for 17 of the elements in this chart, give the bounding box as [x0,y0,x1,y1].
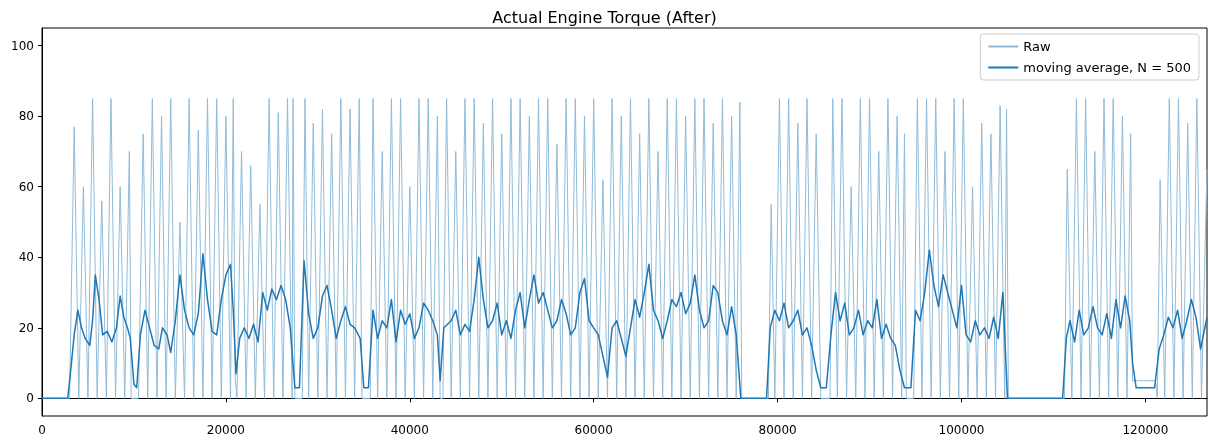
y-tick-label: 80 [18,109,34,124]
legend-label: Raw [1023,39,1051,54]
x-tick-label: 80000 [758,423,797,437]
y-tick-label: 20 [18,320,34,335]
x-tick-label: 40000 [390,423,429,437]
line-series [41,249,1208,400]
y-tick-label: 100 [11,38,34,53]
x-tick-label: 120000 [1122,423,1169,437]
y-tick-label: 40 [18,250,34,265]
y-tick-label: 0 [26,391,34,406]
x-tick-label: 100000 [938,423,985,437]
chart-title: Actual Engine Torque (After) [492,7,717,27]
x-tick-label: 20000 [206,423,245,437]
y-tick-label: 60 [18,179,34,194]
legend-label: moving average, N = 500 [1023,60,1192,75]
x-tick-label: 0 [38,423,46,437]
x-tick-label: 60000 [574,423,613,437]
